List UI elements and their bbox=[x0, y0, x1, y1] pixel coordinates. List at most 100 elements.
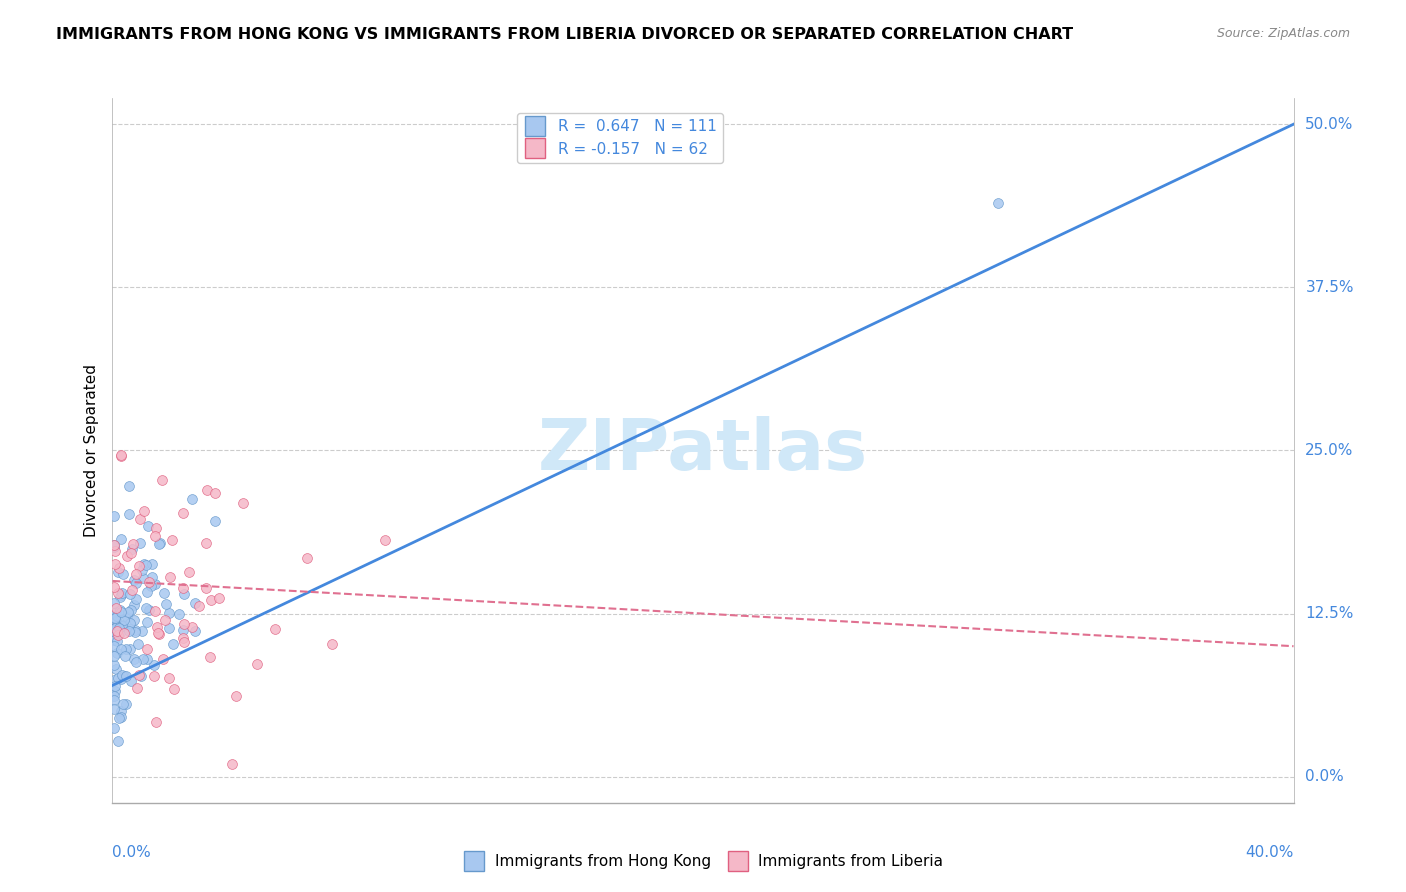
Point bbox=[112, 625, 135, 640]
Point bbox=[987, 195, 1010, 210]
Point bbox=[107, 619, 129, 633]
Point bbox=[181, 491, 204, 506]
Point bbox=[110, 672, 132, 686]
Point bbox=[107, 671, 129, 685]
Point bbox=[117, 605, 139, 619]
Point bbox=[103, 540, 125, 554]
Point bbox=[132, 557, 155, 571]
Point bbox=[159, 570, 181, 584]
Text: 40.0%: 40.0% bbox=[1246, 845, 1294, 860]
Point bbox=[107, 586, 129, 600]
Point bbox=[103, 702, 125, 716]
Point bbox=[184, 596, 207, 610]
Point bbox=[108, 590, 131, 604]
Point bbox=[143, 657, 166, 672]
Point bbox=[188, 599, 211, 613]
Point bbox=[172, 623, 194, 637]
Point bbox=[200, 593, 222, 607]
Point bbox=[105, 618, 128, 632]
Point bbox=[111, 668, 134, 682]
Point bbox=[115, 642, 138, 657]
Point bbox=[120, 673, 142, 688]
Point bbox=[136, 585, 159, 599]
Point bbox=[157, 606, 180, 620]
Point bbox=[142, 669, 165, 683]
Point bbox=[124, 624, 146, 639]
Point bbox=[120, 603, 142, 617]
Point bbox=[127, 637, 149, 651]
Point bbox=[132, 571, 155, 585]
Point bbox=[112, 618, 135, 632]
Point bbox=[104, 611, 127, 625]
Point bbox=[105, 646, 128, 660]
Point bbox=[124, 567, 146, 582]
Point bbox=[145, 520, 167, 534]
Point bbox=[118, 624, 141, 639]
Point bbox=[184, 624, 207, 639]
Point bbox=[177, 566, 200, 580]
Point bbox=[118, 587, 141, 601]
Point bbox=[374, 533, 396, 548]
Point bbox=[124, 592, 146, 607]
Point bbox=[232, 496, 254, 510]
Point bbox=[103, 640, 125, 654]
Point bbox=[125, 681, 148, 696]
Point bbox=[139, 579, 162, 593]
Point bbox=[114, 669, 136, 683]
Point bbox=[146, 620, 169, 634]
Point bbox=[150, 473, 173, 487]
Point bbox=[103, 673, 125, 687]
Point bbox=[103, 649, 125, 664]
Point bbox=[135, 558, 157, 572]
Point bbox=[104, 605, 127, 619]
Text: Source: ZipAtlas.com: Source: ZipAtlas.com bbox=[1216, 27, 1350, 40]
Point bbox=[138, 603, 160, 617]
Point bbox=[122, 573, 145, 587]
Point bbox=[125, 575, 148, 590]
Point bbox=[136, 519, 159, 533]
Text: 37.5%: 37.5% bbox=[1305, 280, 1354, 295]
Point bbox=[103, 539, 125, 553]
Point bbox=[104, 684, 127, 698]
Point bbox=[122, 652, 145, 666]
Point bbox=[128, 558, 150, 573]
Point bbox=[117, 507, 139, 521]
Point bbox=[105, 624, 128, 638]
Point bbox=[103, 508, 125, 523]
Point bbox=[107, 733, 129, 747]
Point bbox=[110, 642, 132, 657]
Point bbox=[103, 693, 125, 707]
Point bbox=[105, 622, 128, 636]
Point bbox=[167, 607, 190, 621]
Point bbox=[135, 601, 157, 615]
Point bbox=[141, 557, 163, 571]
Point bbox=[110, 704, 132, 718]
Text: 50.0%: 50.0% bbox=[1305, 117, 1354, 132]
Point bbox=[105, 633, 128, 648]
Point bbox=[112, 613, 135, 627]
Point bbox=[112, 669, 135, 683]
Point bbox=[172, 631, 194, 645]
Point bbox=[104, 679, 127, 693]
Point bbox=[131, 669, 153, 683]
Point bbox=[195, 536, 218, 550]
Point bbox=[103, 658, 125, 673]
Text: IMMIGRANTS FROM HONG KONG VS IMMIGRANTS FROM LIBERIA DIVORCED OR SEPARATED CORRE: IMMIGRANTS FROM HONG KONG VS IMMIGRANTS … bbox=[56, 27, 1073, 42]
Point bbox=[103, 690, 125, 704]
Point bbox=[115, 549, 138, 563]
Point bbox=[118, 622, 141, 636]
Point bbox=[138, 574, 160, 589]
Point bbox=[105, 609, 128, 624]
Point bbox=[115, 610, 138, 624]
Point bbox=[110, 589, 132, 603]
Point bbox=[181, 620, 204, 634]
Point bbox=[103, 596, 125, 610]
Point bbox=[155, 597, 177, 611]
Text: 12.5%: 12.5% bbox=[1305, 606, 1354, 621]
Point bbox=[162, 637, 184, 651]
Y-axis label: Divorced or Separated: Divorced or Separated bbox=[83, 364, 98, 537]
Point bbox=[121, 541, 143, 556]
Point bbox=[114, 648, 136, 663]
Point bbox=[107, 621, 129, 635]
Point bbox=[143, 604, 166, 618]
